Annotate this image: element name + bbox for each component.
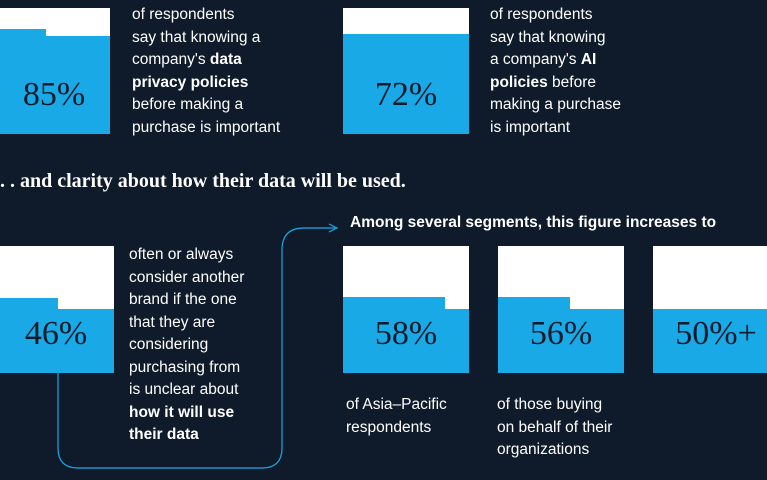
stat-description-ai: of respondents say that knowing a compan… [490,6,621,136]
connector-line [57,227,335,469]
stat-value: 72% [374,76,438,113]
stat-box-ai: 72% [343,8,469,134]
stat-box-privacy: 85% [0,8,110,134]
stat-value: 46% [24,315,88,352]
stat-fill [343,34,469,134]
stat-fill [498,309,624,373]
section-heading: . . and clarity about how their data wil… [0,170,406,192]
stat-fill [0,36,110,134]
stat-value: 58% [374,315,438,352]
stat-box-unclear: 46% [0,246,114,373]
stat-description-privacy: of respondents say that knowing a compan… [132,6,281,136]
stat-box-organizations: 56% [498,246,624,373]
connector-arrowhead [328,223,339,233]
stat-box-asia-pacific: 58% [343,246,469,373]
stat-value: 85% [22,76,86,113]
segments-heading: Among several segments, this figure incr… [350,214,717,231]
stat-fill [343,309,469,373]
stat-fill-notch [498,297,570,309]
stat-fill-notch [0,298,58,310]
stat-description-asia-pacific: of Asia–Pacific respondents [346,396,447,436]
stat-description-organizations: of those buying on behalf of their organ… [497,396,613,458]
stat-value: 50%+ [675,315,757,352]
stat-fill-notch [343,297,445,309]
stat-description-unclear: often or always consider another brand i… [129,246,245,443]
stat-fill-notch [0,29,46,41]
stat-box-fifty-plus: 50%+ [653,246,767,373]
stat-value: 56% [529,315,593,352]
stat-fill [0,309,114,373]
stat-fill [653,309,767,373]
